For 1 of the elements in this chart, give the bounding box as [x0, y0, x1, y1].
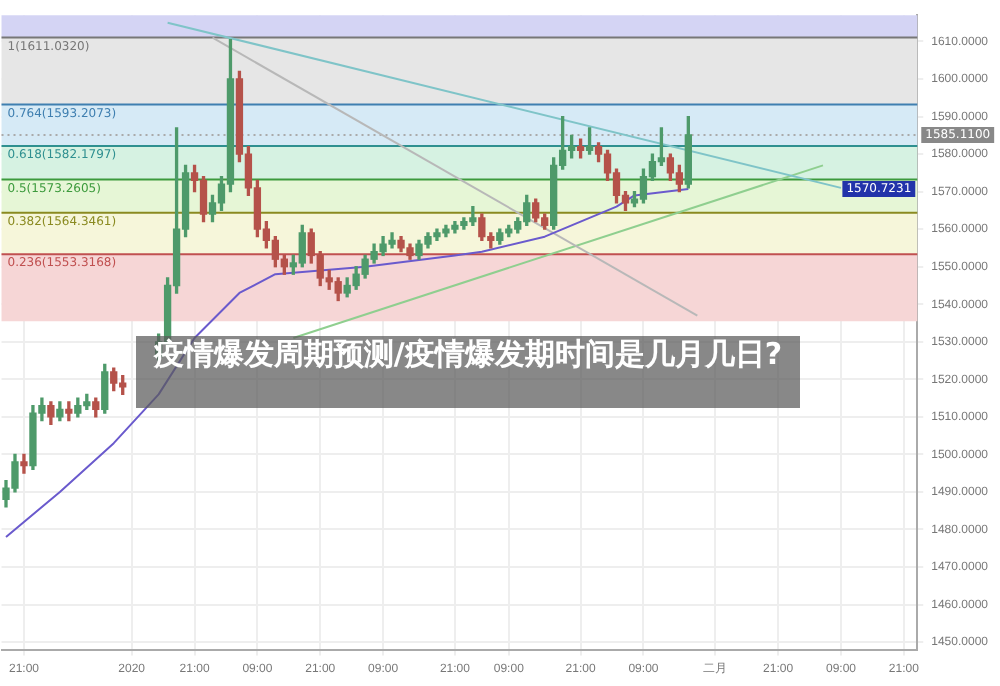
- text: 疫情爆发周期预测/疫情爆发期时间是几月几日?: [136, 336, 800, 408]
